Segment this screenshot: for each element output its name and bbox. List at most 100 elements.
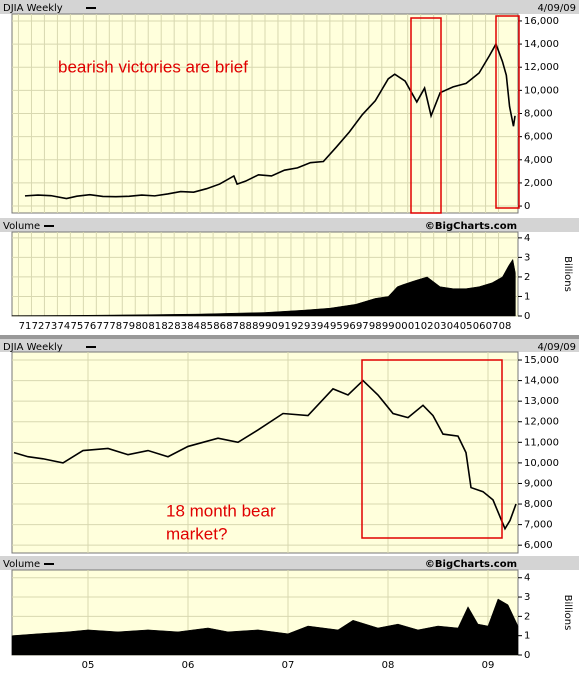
y-tick-label: 9,000 [524,478,553,489]
y-axis-label: Billions [562,595,573,631]
y-tick-label: 2 [524,272,530,283]
y-tick-label: 10,000 [524,85,559,96]
x-tick-label: 81 [148,321,161,332]
x-tick-label: 08 [382,660,395,671]
x-tick-label: 93 [304,321,317,332]
x-tick-label: 05 [82,660,95,671]
x-tick-label: 05 [460,321,473,332]
x-tick-label: 98 [369,321,382,332]
volume-area [11,598,519,656]
y-tick-label: 8,000 [524,499,553,510]
y-tick-label: 7,000 [524,520,553,531]
panel-header [0,556,579,570]
panel-title: DJIA Weekly [3,3,63,14]
x-tick-label: 95 [330,321,343,332]
x-tick-label: 94 [317,321,330,332]
y-tick-label: 12,000 [524,62,559,73]
y-tick-label: 2,000 [524,178,553,189]
volume-area [11,258,516,317]
legend-swatch [44,563,54,565]
price-line [24,42,516,200]
y-tick-label: 2 [524,611,530,622]
date-label: 4/09/09 [537,342,576,353]
x-tick-label: 06 [182,660,195,671]
y-tick-label: 11,000 [524,437,559,448]
legend-swatch [44,225,54,227]
y-tick-label: 4 [524,233,530,244]
x-tick-label: 03 [434,321,447,332]
x-tick-label: 86 [213,321,226,332]
y-tick-label: 16,000 [524,16,559,27]
x-tick-label: 71 [19,321,32,332]
x-tick-label: 80 [135,321,148,332]
source-label: ©BigCharts.com [425,559,517,570]
y-tick-label: 8,000 [524,109,553,120]
x-tick-label: 78 [109,321,122,332]
x-tick-label: 72 [32,321,45,332]
x-tick-label: 85 [200,321,213,332]
y-tick-label: 1 [524,291,530,302]
y-tick-label: 14,000 [524,39,559,50]
highlight-box [361,359,503,539]
x-tick-label: 02 [421,321,434,332]
panel-header [0,339,579,352]
x-tick-label: 90 [265,321,278,332]
x-tick-label: 07 [282,660,295,671]
y-tick-label: 6,000 [524,540,553,551]
y-tick-label: 3 [524,252,530,263]
y-tick-label: 4,000 [524,155,553,166]
annotation: 18 month bear [166,501,276,520]
legend-swatch [86,346,96,348]
date-label: 4/09/09 [537,3,576,14]
legend-swatch [86,7,96,9]
y-tick-label: 1 [524,631,530,642]
x-tick-label: 75 [71,321,84,332]
y-tick-label: 3 [524,592,530,603]
panel-title: Volume [3,221,40,232]
x-tick-label: 92 [291,321,304,332]
x-tick-label: 76 [83,321,96,332]
x-tick-label: 88 [239,321,252,332]
y-tick-label: 6,000 [524,132,553,143]
x-tick-label: 82 [161,321,174,332]
y-tick-label: 0 [524,650,530,661]
x-tick-label: 87 [226,321,239,332]
x-tick-label: 74 [58,321,71,332]
highlight-box [410,17,442,214]
y-tick-label: 12,000 [524,417,559,428]
x-tick-label: 07 [486,321,499,332]
x-tick-label: 96 [343,321,356,332]
y-tick-label: 14,000 [524,376,559,387]
panel-title: Volume [3,559,40,570]
y-axis-label: Billions [562,256,573,292]
y-tick-label: 15,000 [524,355,559,366]
x-tick-label: 00 [395,321,408,332]
divider [0,335,579,339]
x-tick-label: 84 [187,321,200,332]
x-tick-label: 97 [356,321,369,332]
y-tick-label: 4 [524,573,530,584]
x-tick-label: 08 [499,321,512,332]
panel-header [0,218,579,232]
panel-header [0,0,579,14]
x-tick-label: 89 [252,321,265,332]
y-tick-label: 10,000 [524,458,559,469]
plot-area [11,351,519,554]
x-tick-label: 06 [473,321,486,332]
source-label: ©BigCharts.com [425,221,517,232]
x-tick-label: 99 [382,321,395,332]
price-line [13,379,517,531]
x-tick-label: 83 [174,321,187,332]
y-tick-label: 0 [524,201,530,212]
x-tick-label: 73 [45,321,58,332]
x-tick-label: 91 [278,321,291,332]
annotation: bearish victories are brief [58,57,248,76]
x-tick-label: 04 [447,321,460,332]
panel-title: DJIA Weekly [3,342,63,353]
x-tick-label: 09 [482,660,495,671]
x-tick-label: 77 [96,321,109,332]
y-tick-label: 0 [524,311,530,322]
y-tick-label: 13,000 [524,396,559,407]
x-tick-label: 79 [122,321,135,332]
